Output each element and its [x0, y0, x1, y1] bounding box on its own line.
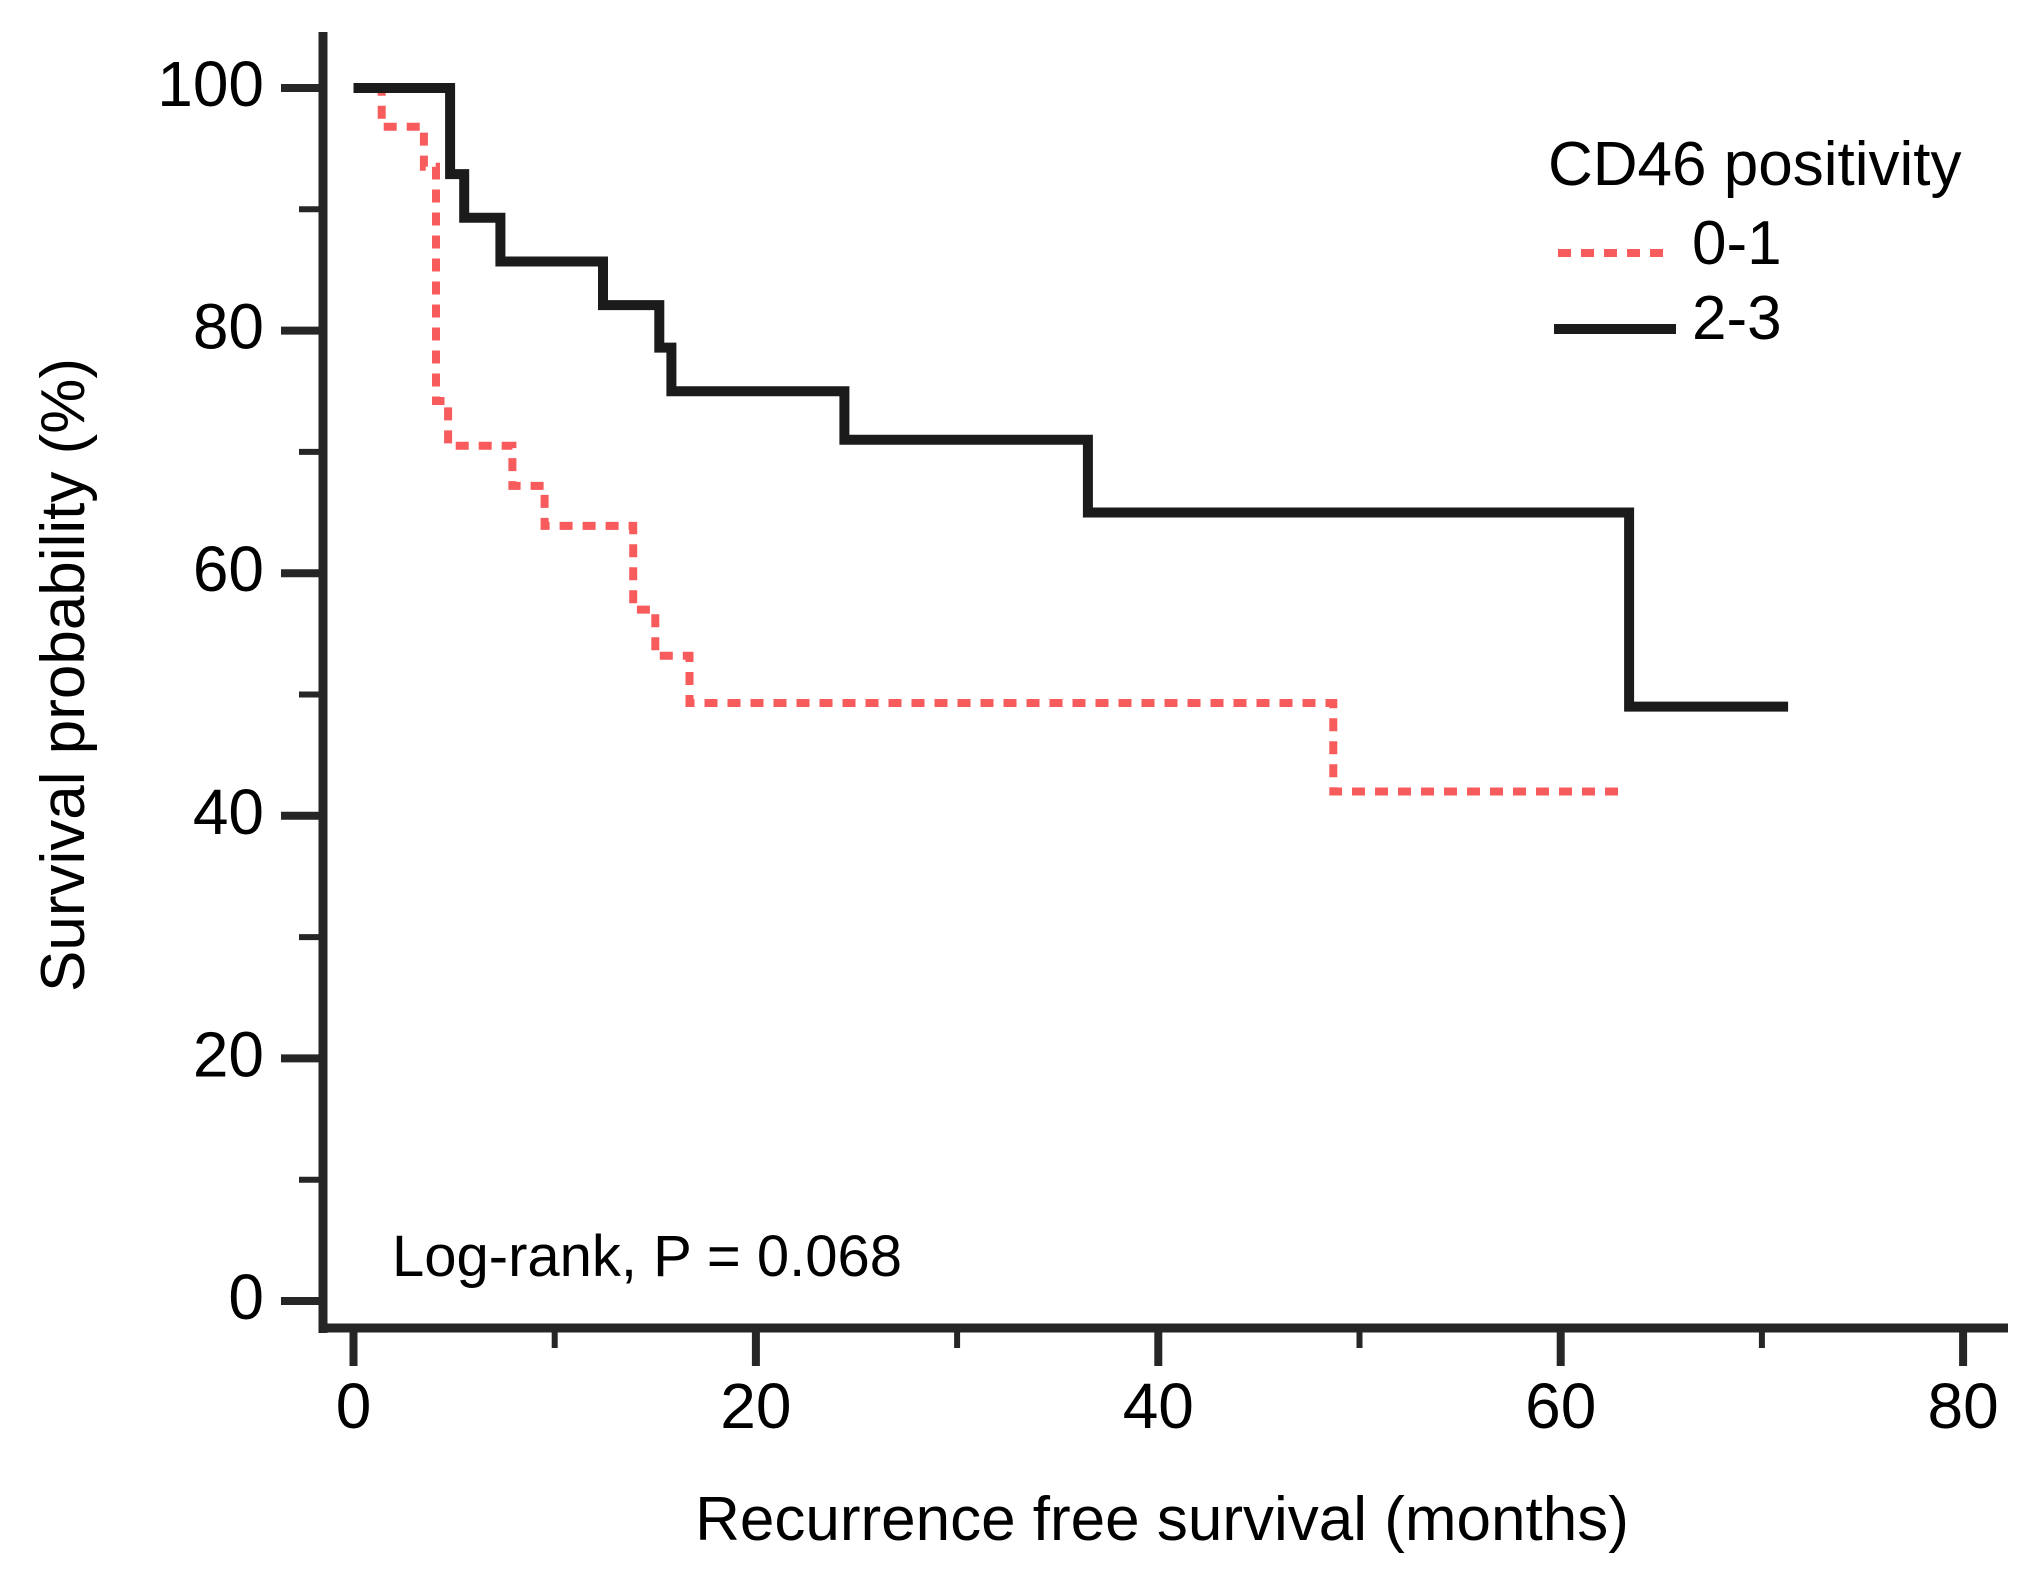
y-tick-label: 0 [228, 1261, 264, 1333]
y-tick-label: 20 [193, 1018, 264, 1090]
x-tick-label: 60 [1525, 1370, 1596, 1442]
y-axis-title: Survival probability (%) [29, 358, 98, 992]
y-axis-ticks: 100 80 60 40 20 0 [157, 48, 323, 1333]
x-axis-ticks: 0 20 40 60 80 [336, 1328, 1999, 1442]
km-curve-0-1 [353, 84, 1619, 796]
legend-title: CD46 positivity [1548, 130, 1961, 199]
x-tick-label: 0 [336, 1370, 372, 1442]
km-curve-2-3 [353, 83, 1789, 712]
survival-curves [353, 83, 1789, 796]
x-tick-label: 80 [1928, 1370, 1999, 1442]
x-tick-label: 40 [1123, 1370, 1194, 1442]
x-tick-label: 20 [720, 1370, 791, 1442]
legend: CD46 positivity 0-1 2-3 [1548, 130, 1961, 353]
y-tick-label: 40 [193, 776, 264, 848]
x-axis-title: Recurrence free survival (months) [695, 1485, 1629, 1554]
y-tick-label: 100 [157, 48, 264, 120]
legend-label-2-3: 2-3 [1692, 284, 1782, 353]
y-tick-label: 60 [193, 533, 264, 605]
y-tick-label: 80 [193, 291, 264, 363]
legend-label-0-1: 0-1 [1692, 209, 1782, 278]
annotation-logrank: Log-rank, P = 0.068 [392, 1224, 902, 1289]
